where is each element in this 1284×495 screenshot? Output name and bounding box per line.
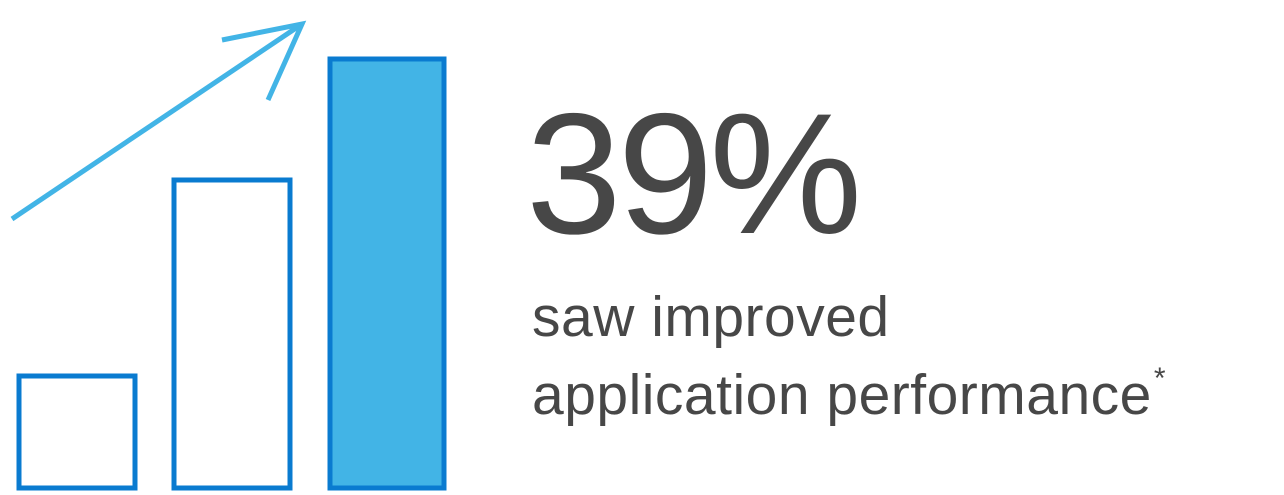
stat-value: 39% bbox=[526, 78, 862, 270]
caption-line-1: saw improved bbox=[532, 285, 890, 349]
trend-up-arrow-icon bbox=[10, 20, 307, 222]
stat-block: 39% saw improved application performance… bbox=[526, 88, 1166, 426]
footnote-mark: * bbox=[1153, 362, 1167, 395]
bar-small bbox=[16, 373, 138, 491]
caption-line-2-text: application performance bbox=[532, 363, 1152, 427]
caption-line-2: application performance* bbox=[532, 348, 1284, 426]
growth-bar-chart-icon bbox=[10, 20, 447, 491]
bar-tall bbox=[327, 56, 447, 491]
stat-caption: saw improved application performance* bbox=[532, 286, 1284, 426]
bar-medium bbox=[171, 177, 293, 491]
